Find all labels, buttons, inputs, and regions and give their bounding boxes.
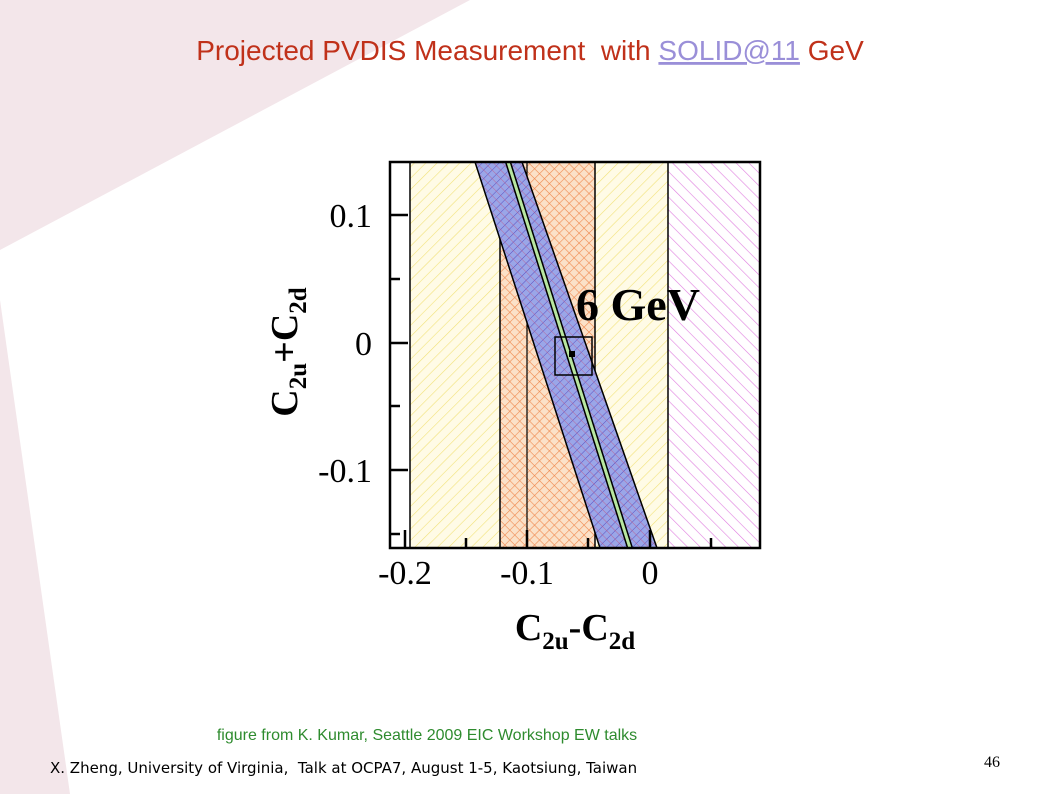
subscript: 2u — [542, 628, 569, 655]
decor — [0, 0, 470, 250]
y-axis-label: C2u+C2d — [264, 287, 312, 416]
x-tick-label: -0.1 — [500, 555, 554, 592]
label-text: C — [264, 389, 306, 416]
y-tick-label: 0.1 — [330, 198, 373, 235]
caption: figure from K. Kumar, Seattle 2009 EIC W… — [217, 727, 637, 744]
slide-title: Projected PVDIS Measurement with SOLID@1… — [196, 35, 864, 66]
x-tick-label: 0 — [642, 555, 659, 592]
x-tick-label: -0.2 — [378, 555, 432, 592]
x-axis-label: C2u-C2d — [515, 607, 635, 655]
subscript: 2u — [285, 363, 312, 390]
point — [569, 351, 575, 357]
title-text: Projected PVDIS Measurement with — [196, 35, 658, 66]
subscript: 2d — [285, 287, 312, 314]
box — [554, 336, 593, 376]
plot-frame — [388, 160, 762, 550]
label-text: -C — [569, 607, 609, 649]
footer: X. Zheng, University of Virginia, Talk a… — [50, 759, 637, 777]
title-link[interactable]: SOLID@11 — [658, 35, 800, 66]
ticks — [390, 213, 713, 548]
annotation: 6 GeV — [576, 279, 700, 330]
label-text: C — [515, 607, 542, 649]
y-tick-label: 0 — [355, 326, 372, 363]
y-tick-label: -0.1 — [318, 453, 372, 490]
page-number: 46 — [984, 754, 1000, 771]
label-text: +C — [264, 314, 306, 363]
decor — [0, 300, 70, 794]
plot-area — [390, 162, 760, 548]
band-magenta — [668, 162, 760, 548]
title-text: GeV — [800, 35, 864, 66]
subscript: 2d — [609, 628, 636, 655]
